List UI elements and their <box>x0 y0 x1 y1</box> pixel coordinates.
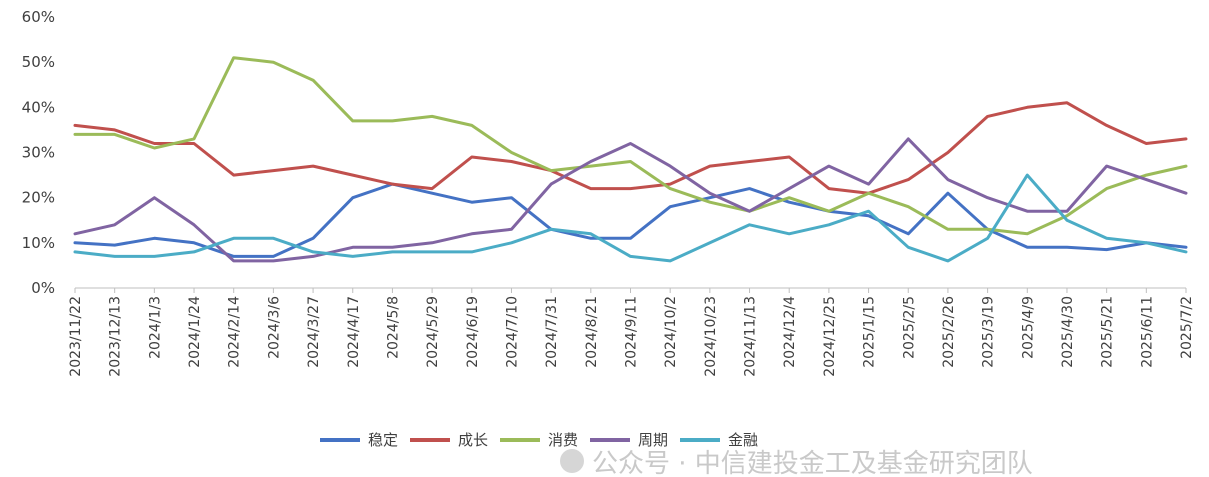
y-tick-label: 0% <box>31 279 55 297</box>
series-line-1 <box>73 101 1188 195</box>
series-line-2 <box>73 56 1188 236</box>
wechat-icon <box>560 449 584 473</box>
x-tick-label: 2024/1/3 <box>147 296 163 359</box>
x-tick-label: 2024/12/4 <box>782 296 798 368</box>
x-tick-label: 2024/5/29 <box>425 296 441 368</box>
x-tick-label: 2024/7/10 <box>504 296 520 368</box>
y-axis: 0% 10% 20% 30% 40% 50% 60% <box>22 8 55 297</box>
series-lines <box>73 56 1188 263</box>
y-tick-label: 10% <box>22 234 55 252</box>
x-tick-label: 2024/3/27 <box>306 296 322 368</box>
x-tick-label: 2024/11/13 <box>743 296 759 377</box>
y-tick-label: 50% <box>22 53 55 71</box>
series-line-0 <box>73 182 1188 258</box>
x-tick-label: 2024/10/23 <box>703 296 719 377</box>
y-tick-label: 20% <box>22 189 55 207</box>
x-tick-label: 2024/5/8 <box>385 296 401 359</box>
x-tick-label: 2024/7/31 <box>544 296 560 368</box>
x-tick-label: 2024/4/17 <box>346 296 362 368</box>
x-tick-label: 2025/2/5 <box>901 296 917 359</box>
x-tick-label: 2024/12/25 <box>822 296 838 377</box>
x-tick-label: 2025/3/19 <box>981 296 997 368</box>
y-tick-label: 30% <box>22 144 55 162</box>
legend-label: 周期 <box>638 431 668 449</box>
watermark: 公众号 · 中信建投金工及基金研究团队 <box>560 449 1033 477</box>
series-line-3 <box>73 137 1188 263</box>
legend-label: 金融 <box>728 431 758 449</box>
x-tick-label: 2024/3/6 <box>266 296 282 359</box>
x-tick-label: 2025/7/2 <box>1179 296 1195 359</box>
x-tick-label: 2025/2/26 <box>941 296 957 368</box>
x-tick-label: 2024/2/14 <box>227 296 243 368</box>
x-tick-label: 2025/1/15 <box>862 296 878 368</box>
x-tick-label: 2025/4/30 <box>1060 296 1076 368</box>
x-tick-label: 2024/9/11 <box>624 296 640 368</box>
watermark-text: 公众号 · 中信建投金工及基金研究团队 <box>592 449 1033 477</box>
legend: 稳定 成长 消费 周期 金融 <box>320 431 758 449</box>
x-tick-label: 2025/4/9 <box>1020 296 1036 359</box>
y-tick-label: 60% <box>22 8 55 26</box>
series-line-4 <box>73 173 1188 263</box>
x-tick-label: 2023/11/22 <box>68 296 84 377</box>
x-axis: 2023/11/22 2023/12/13 2024/1/3 2024/1/24 202… <box>68 287 1195 377</box>
x-tick-label: 2024/10/2 <box>663 296 679 368</box>
legend-label: 稳定 <box>368 431 398 449</box>
x-tick-label: 2024/8/21 <box>584 296 600 368</box>
legend-label: 成长 <box>458 431 488 449</box>
x-tick-label: 2025/5/21 <box>1100 296 1116 368</box>
legend-label: 消费 <box>548 431 578 449</box>
x-tick-label: 2023/12/13 <box>108 296 124 377</box>
x-tick-label: 2024/1/24 <box>187 296 203 368</box>
y-tick-label: 40% <box>22 98 55 116</box>
x-tick-label: 2025/6/11 <box>1139 296 1155 368</box>
x-tick-label: 2024/6/19 <box>465 296 481 368</box>
